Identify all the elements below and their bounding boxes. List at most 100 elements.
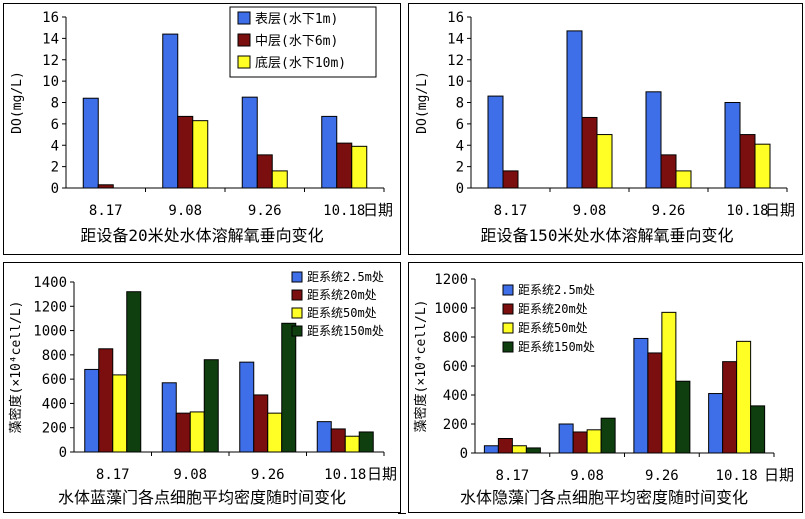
bar-maroon <box>336 142 353 189</box>
legend-swatch-blue <box>237 11 251 25</box>
y-tick-label: 600 <box>443 359 468 375</box>
bar-blue <box>566 30 583 189</box>
bar-maroon <box>660 154 677 189</box>
y-tick-label: 4 <box>456 138 464 154</box>
bar-blue <box>321 115 338 189</box>
bar-blue <box>161 382 177 453</box>
bar-blue <box>558 423 574 454</box>
legend-swatch-maroon <box>502 303 514 315</box>
bar-maroon <box>253 394 269 453</box>
bar-maroon <box>177 115 194 189</box>
legend-swatch-darkgreen <box>502 341 514 353</box>
y-tick-label: 400 <box>42 396 67 412</box>
bar-yellow <box>344 435 360 453</box>
y-tick-label: 800 <box>443 330 468 346</box>
x-axis-label: 日期 <box>765 201 795 219</box>
bar-yellow <box>192 120 209 189</box>
bar-maroon <box>739 134 756 189</box>
y-tick-label: 200 <box>443 417 468 433</box>
legend-label: 表层(水下1m) <box>255 12 338 27</box>
y-tick-label: 8 <box>456 96 464 112</box>
bar-blue <box>708 393 724 454</box>
y-tick-label: 2 <box>51 160 59 176</box>
y-tick-label: 10 <box>447 74 464 90</box>
y-tick-label: 0 <box>460 446 468 462</box>
y-axis-label: DO(mg/L) <box>415 71 430 134</box>
bar-darkgreen <box>126 291 142 453</box>
bar-yellow <box>271 170 288 189</box>
bar-maroon <box>572 431 588 454</box>
y-tick-label: 16 <box>42 10 59 26</box>
bar-darkgreen <box>281 322 297 453</box>
y-tick-label: 1200 <box>33 299 67 315</box>
legend-swatch-yellow <box>291 307 303 319</box>
bar-yellow <box>267 412 283 453</box>
legend-swatch-yellow <box>237 55 251 69</box>
bar-blue <box>633 337 649 454</box>
y-tick-label: 14 <box>447 31 464 47</box>
panel-do-150m: 0 2 4 6 8 10 12 14 16 8.17 9.08 9.26 10.18 日期 距设备150米处… <box>408 3 803 255</box>
x-tick-label: 9.08 <box>573 203 607 219</box>
y-tick-label: 200 <box>42 421 67 437</box>
bar-maroon <box>647 352 663 454</box>
y-axis-label: 藻密度(×10⁴cell/L) <box>8 301 24 434</box>
panel-cyanobacteria: 0 200 400 600 800 1000 1200 1400 8.17 9.08 9.26 10.… <box>3 262 401 513</box>
bar-yellow <box>736 340 752 454</box>
y-axis-label: DO(mg/L) <box>10 71 25 134</box>
legend-label: 底层(水下10m) <box>255 55 346 71</box>
legend-swatch-darkgreen <box>291 325 303 337</box>
chart-cyanobacteria-density: 0 200 400 600 800 1000 1200 1400 8.17 9.08 9.26 10.… <box>8 270 397 507</box>
x-tick-label: 9.26 <box>652 203 686 219</box>
y-tick-label: 12 <box>42 53 59 69</box>
y-tick-label: 800 <box>42 348 67 364</box>
y-tick-label: 12 <box>447 53 464 69</box>
y-tick-label: 14 <box>42 31 59 47</box>
y-tick-label: 0 <box>51 181 59 197</box>
y-tick-label: 10 <box>42 74 59 90</box>
bar-darkgreen <box>525 447 541 454</box>
y-tick-label: 1000 <box>434 301 468 317</box>
legend-swatch-maroon <box>291 289 303 301</box>
bar-yellow <box>351 145 368 189</box>
chart-cryptophyta-density: 0 200 400 600 800 1000 1200 8.17 9.08 9.26 10.18 日期… <box>413 272 794 507</box>
legend-swatch-yellow <box>502 322 514 334</box>
x-axis-label: 日期 <box>764 466 794 484</box>
legend-label: 距系统20m处 <box>307 288 377 302</box>
x-tick-label: 8.17 <box>96 467 130 483</box>
bar-yellow <box>586 429 602 454</box>
bar-yellow <box>661 311 677 454</box>
chart-title: 水体蓝藻门各点细胞平均密度随时间变化 <box>58 488 346 507</box>
y-tick-label: 0 <box>456 181 464 197</box>
bar-blue <box>483 445 499 454</box>
bar-darkgreen <box>358 431 374 453</box>
x-tick-label: 10.18 <box>323 203 365 219</box>
y-tick-label: 600 <box>42 372 67 388</box>
legend-label: 距系统20m处 <box>518 302 588 316</box>
chart-do-20m: 0 2 4 6 8 10 12 14 16 8.17 9.08 9.26 10.18日期距设备20米处水… <box>10 6 393 245</box>
bar-maroon <box>98 348 114 453</box>
x-tick-label: 9.26 <box>251 467 285 483</box>
legend-swatch-blue <box>502 284 514 296</box>
y-tick-label: 8 <box>51 96 59 112</box>
bar-darkgreen <box>203 359 219 453</box>
x-tick-label: 9.08 <box>570 468 604 484</box>
bar-maroon <box>97 184 114 189</box>
y-tick-label: 6 <box>456 117 464 133</box>
bar-blue <box>487 95 504 189</box>
x-tick-label: 9.26 <box>645 468 679 484</box>
x-tick-label: 8.17 <box>89 203 123 219</box>
legend-swatch-blue <box>291 271 303 283</box>
legend-label: 距系统50m处 <box>307 306 377 320</box>
bar-yellow <box>754 143 771 189</box>
bar-maroon <box>330 428 346 453</box>
y-tick-label: 2 <box>456 160 464 176</box>
x-tick-label: 10.18 <box>726 203 768 219</box>
bar-blue <box>84 368 100 453</box>
bar-darkgreen <box>750 405 766 454</box>
y-tick-label: 6 <box>51 117 59 133</box>
bar-maroon <box>581 116 598 189</box>
bar-yellow <box>596 134 613 189</box>
x-tick-label: 9.08 <box>168 203 202 219</box>
chart-title: 距设备150米处水体溶解氧垂向变化 <box>481 226 734 245</box>
y-tick-label: 1200 <box>434 272 468 288</box>
